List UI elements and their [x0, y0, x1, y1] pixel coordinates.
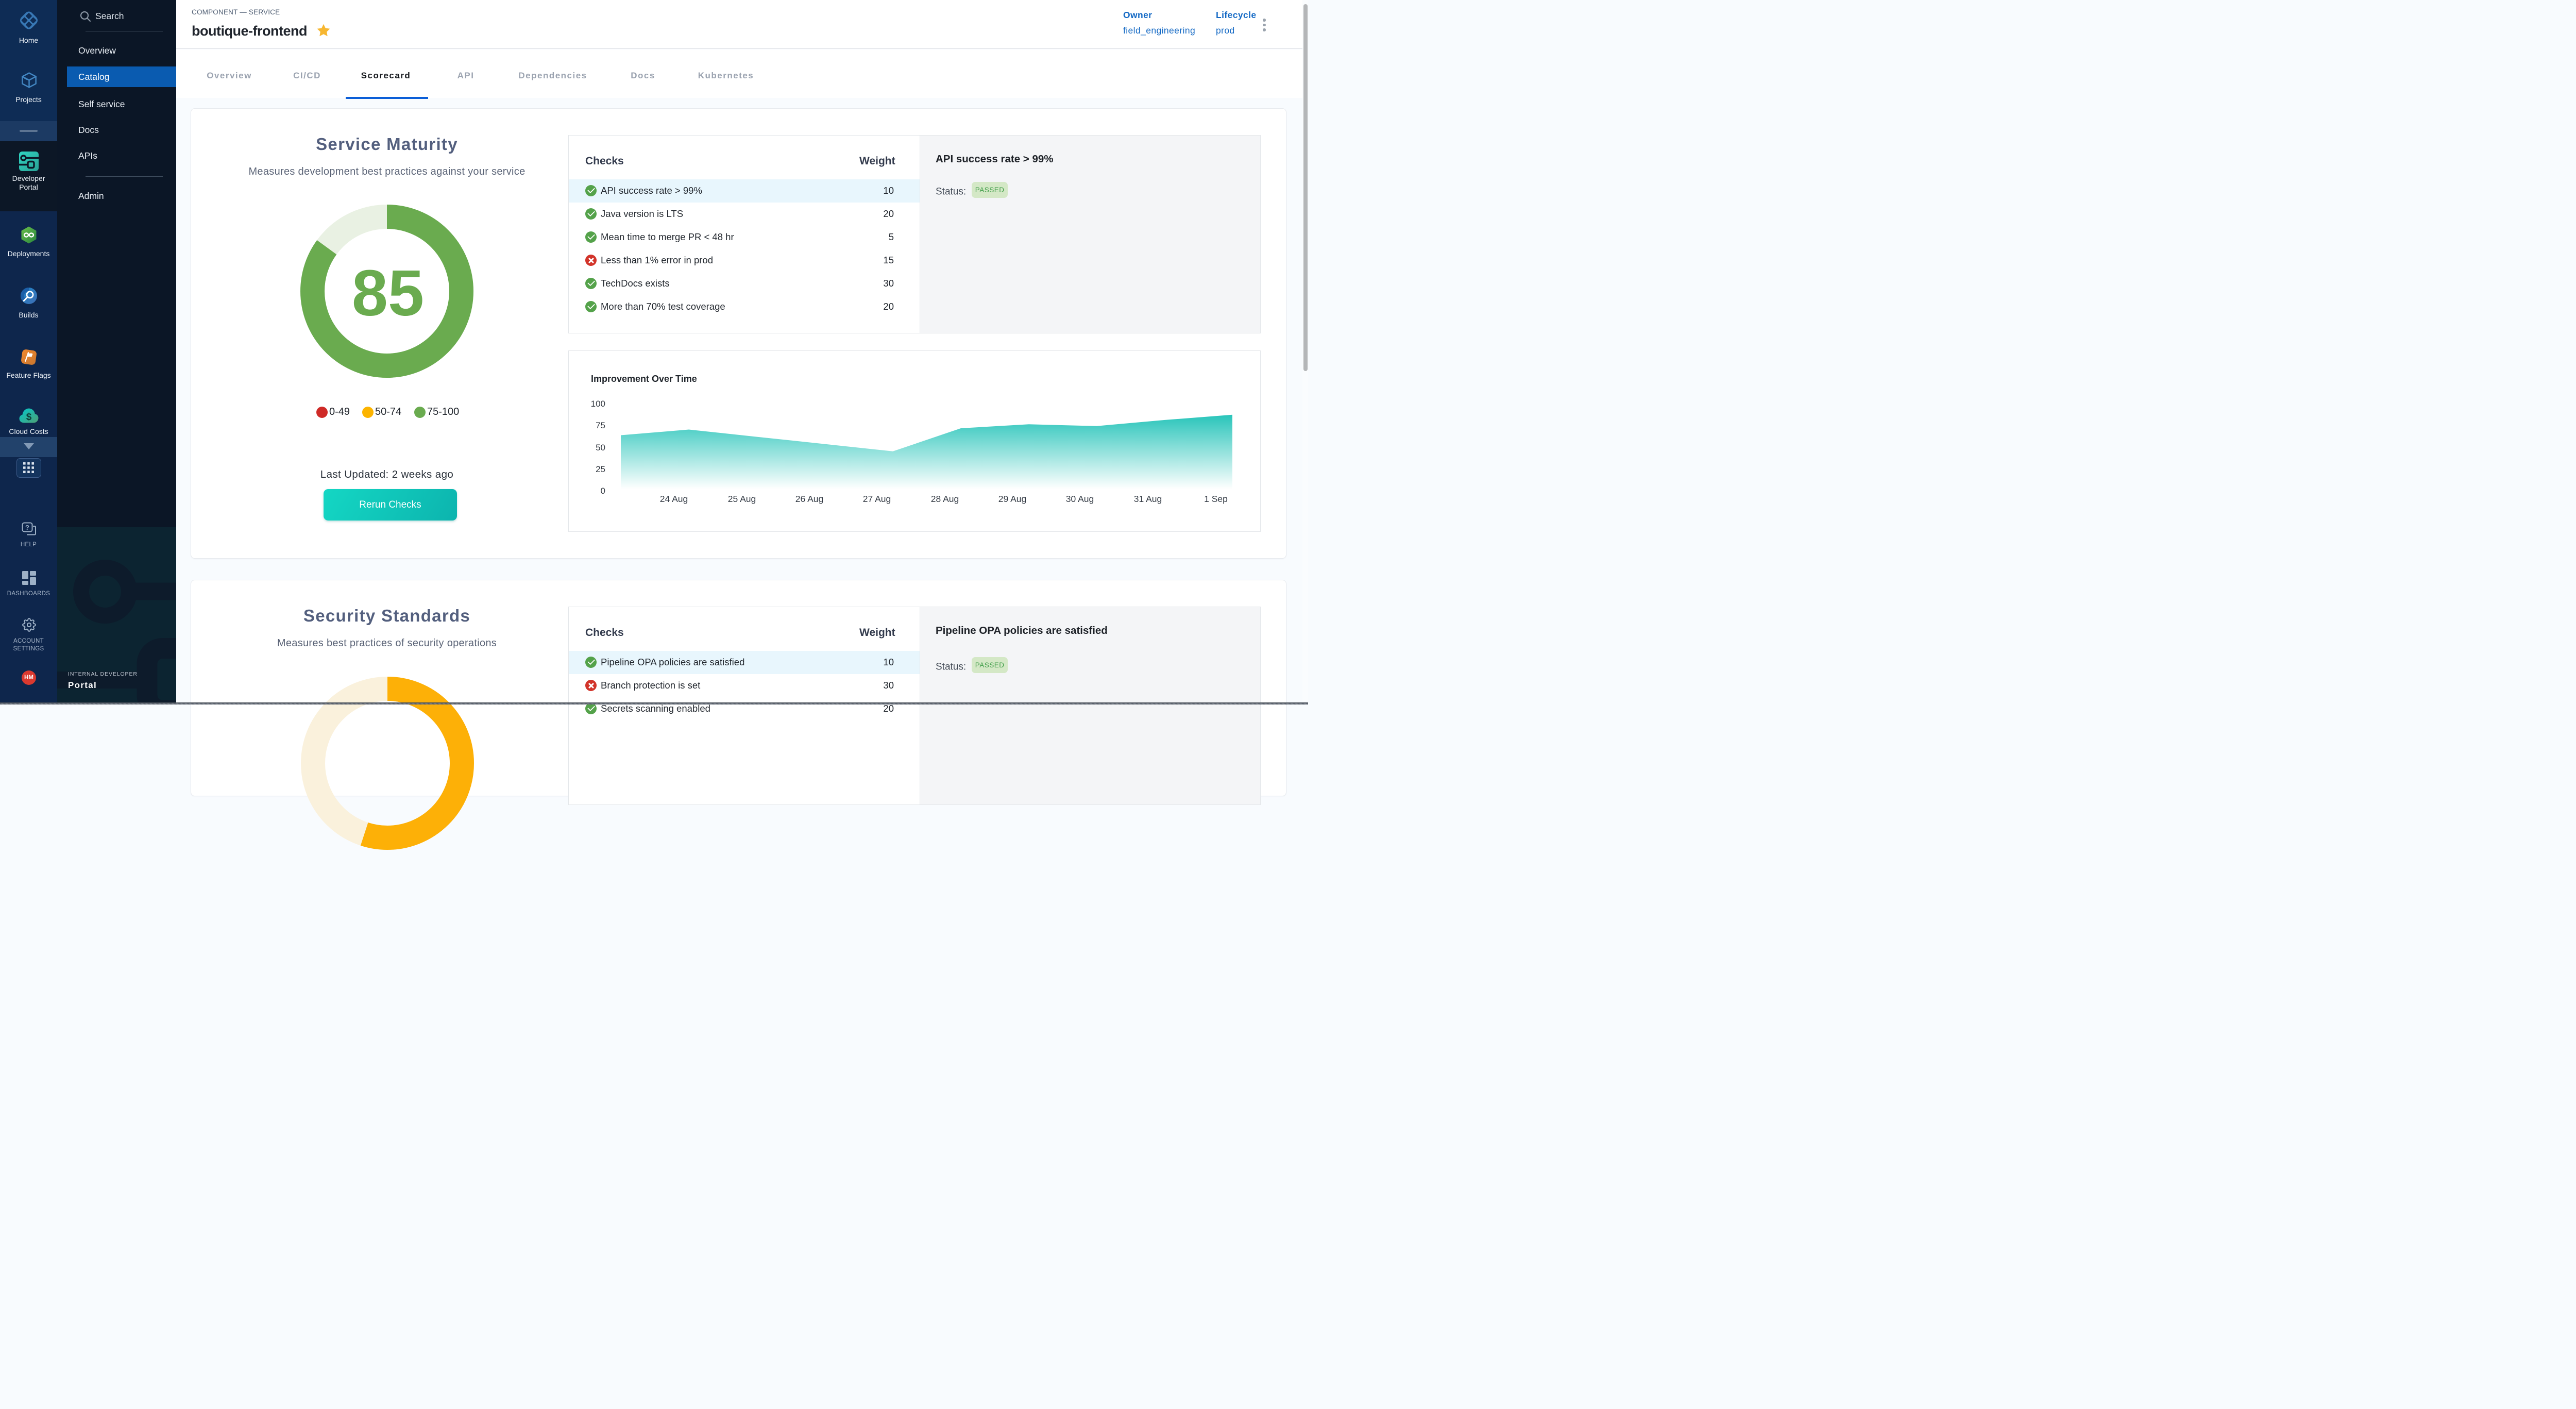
svg-text:1 Sep: 1 Sep	[1204, 494, 1228, 504]
svg-text:31 Aug: 31 Aug	[1134, 494, 1162, 504]
svg-text:30 Aug: 30 Aug	[1066, 494, 1094, 504]
svg-text:27 Aug: 27 Aug	[863, 494, 891, 504]
svg-text:29 Aug: 29 Aug	[998, 494, 1027, 504]
svg-text:?: ?	[25, 524, 29, 531]
svg-text:50: 50	[596, 443, 605, 452]
svg-text:$: $	[26, 412, 32, 423]
svg-text:24 Aug: 24 Aug	[660, 494, 688, 504]
svg-text:75: 75	[596, 421, 605, 430]
svg-text:85: 85	[352, 257, 424, 329]
svg-text:28 Aug: 28 Aug	[931, 494, 959, 504]
svg-text:25: 25	[596, 464, 605, 474]
svg-text:100: 100	[591, 399, 605, 409]
svg-text:26 Aug: 26 Aug	[795, 494, 824, 504]
svg-text:0: 0	[601, 486, 605, 496]
svg-text:25 Aug: 25 Aug	[728, 494, 756, 504]
